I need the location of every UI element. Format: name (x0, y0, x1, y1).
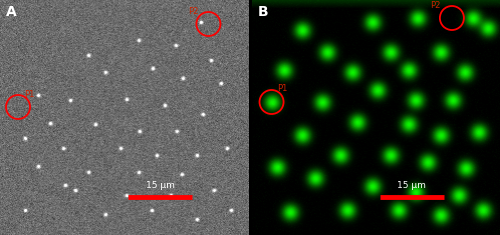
Text: P2: P2 (430, 1, 440, 10)
Text: B: B (258, 5, 268, 19)
Text: 15 μm: 15 μm (398, 181, 426, 190)
Text: P1: P1 (278, 84, 288, 93)
Text: A: A (6, 5, 17, 19)
Text: 15 μm: 15 μm (146, 181, 175, 190)
Text: P1: P1 (24, 90, 34, 99)
Text: P2: P2 (188, 7, 199, 16)
